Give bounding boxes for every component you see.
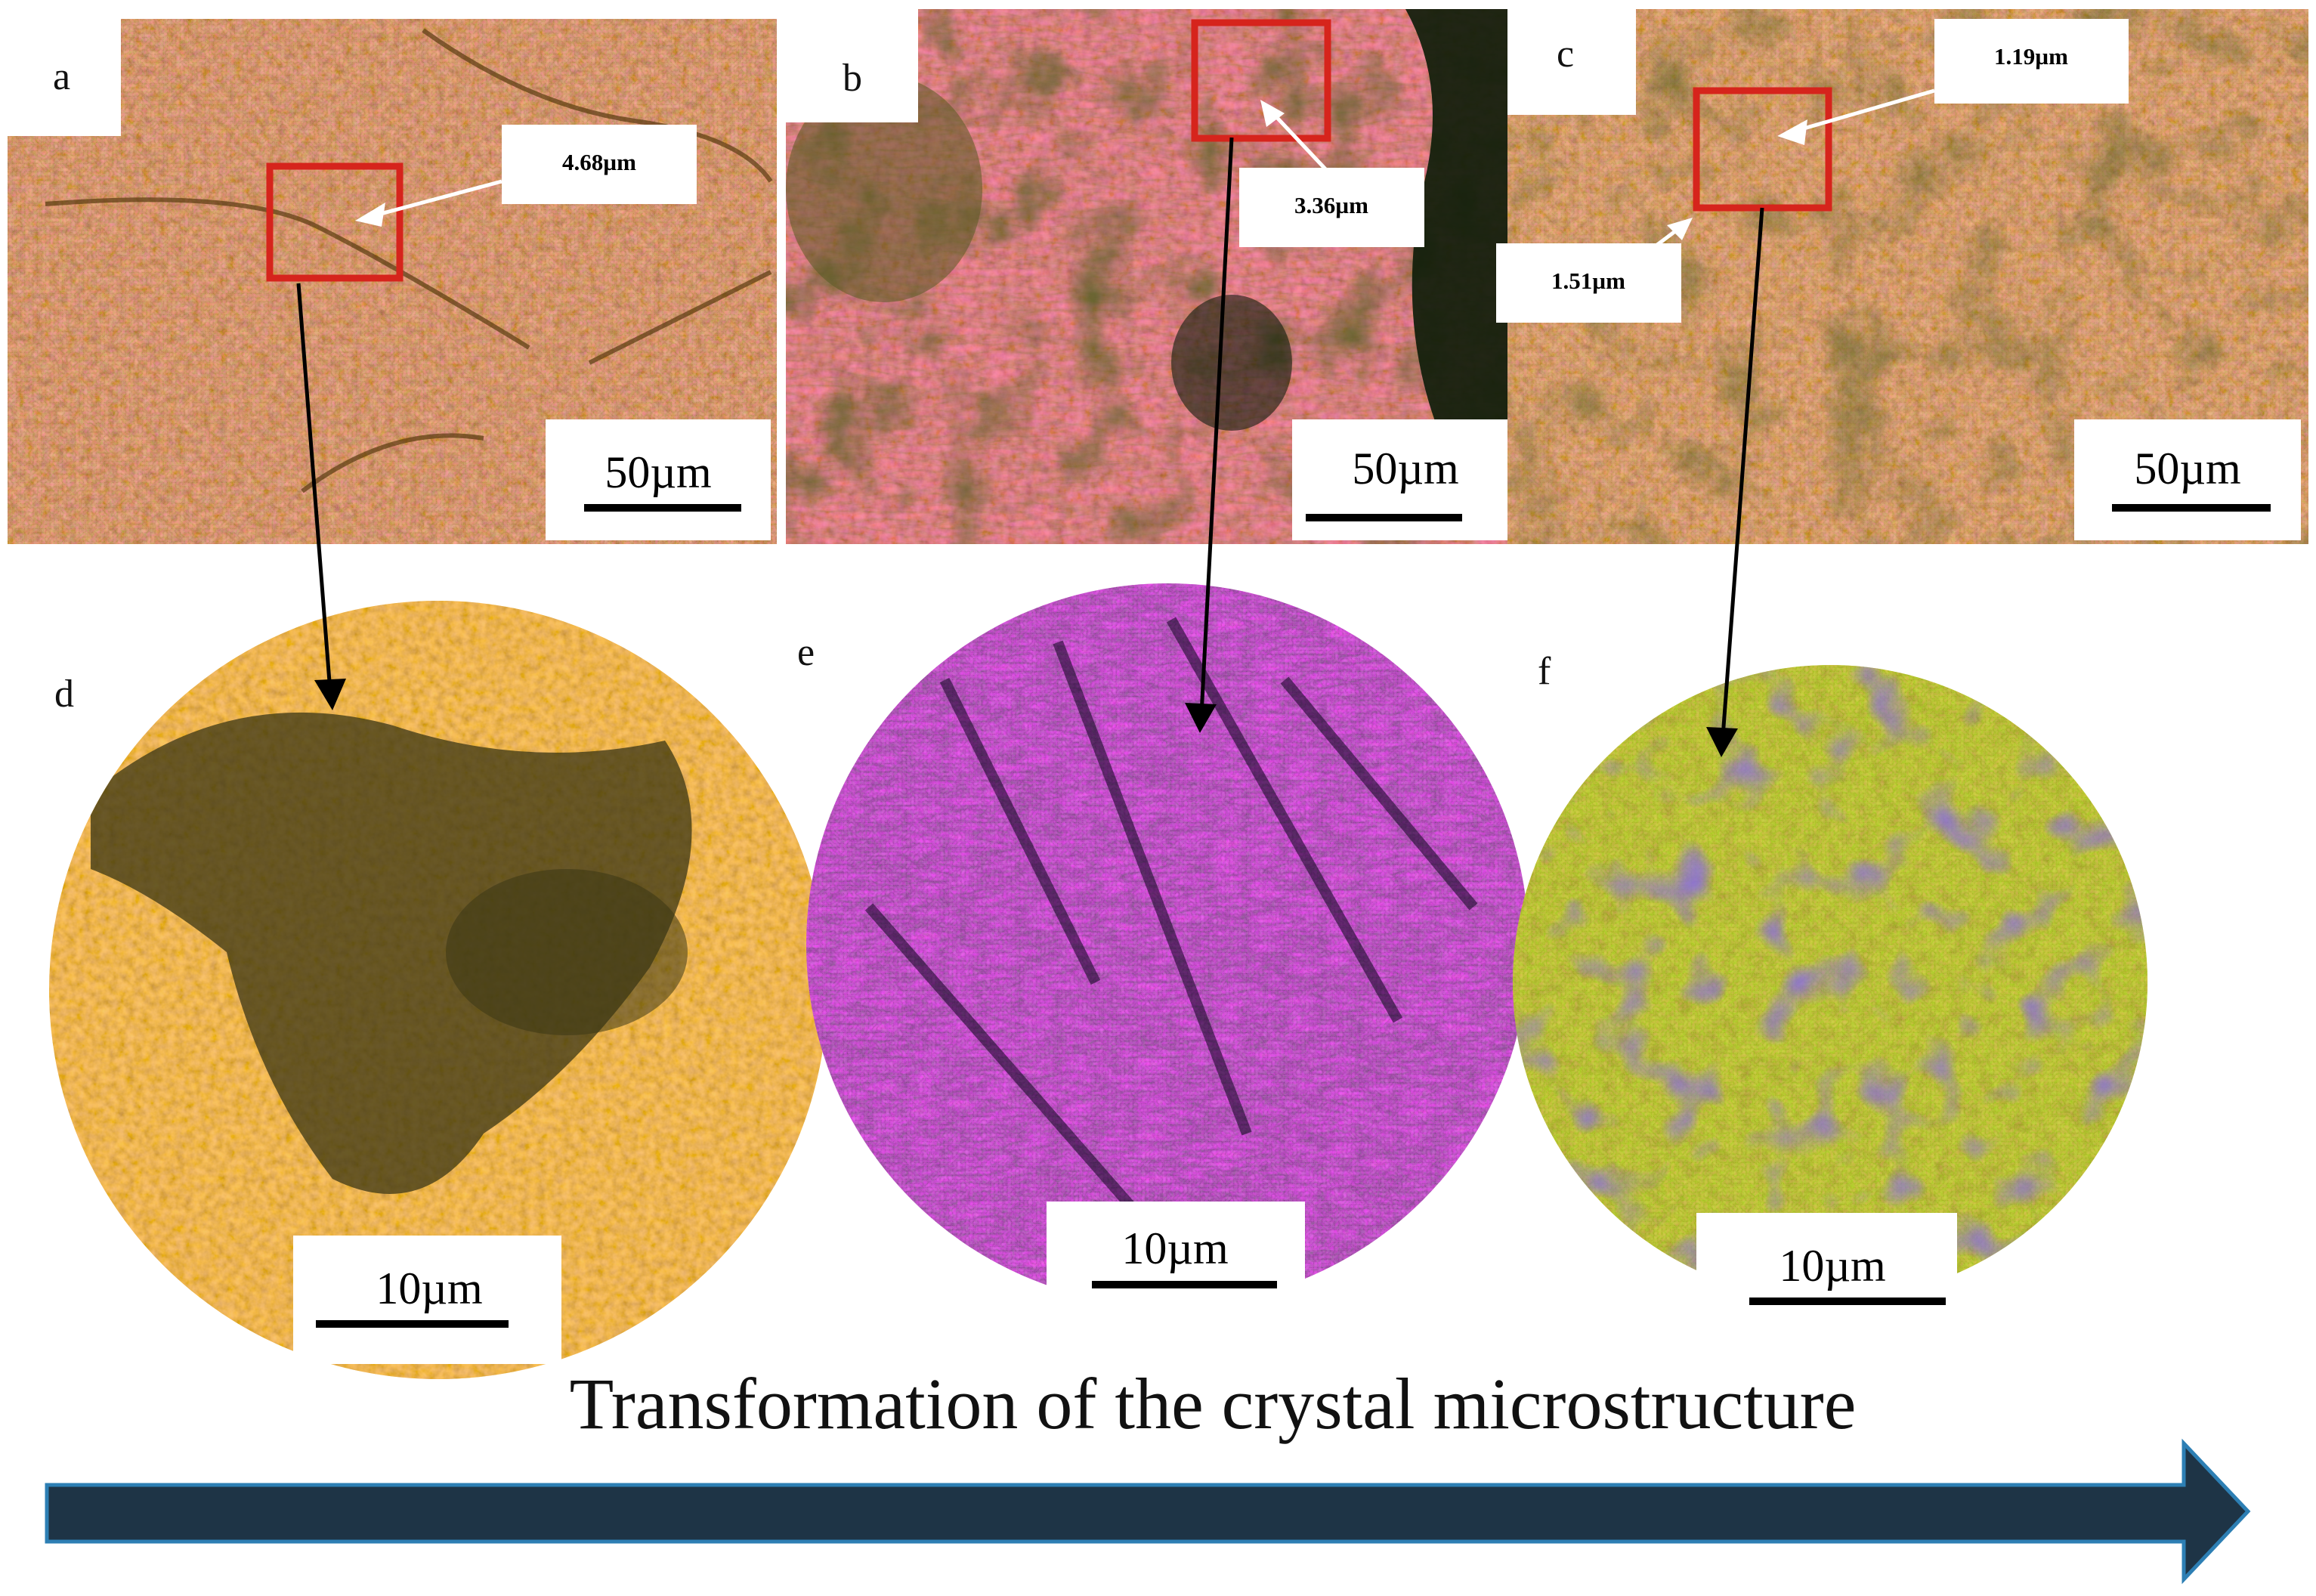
panel-letter-b: b xyxy=(843,57,862,100)
scale-box-a xyxy=(546,419,771,540)
transformation-arrow xyxy=(45,1438,2251,1585)
panel-a: a 4.68µm 50µm xyxy=(8,19,777,544)
panel-letter-box xyxy=(8,19,121,136)
connector-head-c-f xyxy=(1706,727,1738,757)
panel-letter-box xyxy=(1507,9,1636,115)
connector-arrow-b-e xyxy=(1199,137,1234,715)
scale-label-a: 50µm xyxy=(605,447,711,497)
measurement-a: 4.68µm xyxy=(562,149,636,175)
measurement-box-c1 xyxy=(1934,19,2129,104)
pointer-line-c1 xyxy=(1790,88,1935,135)
measurement-b: 3.36µm xyxy=(1294,192,1368,218)
panel-letter-e: e xyxy=(797,631,815,674)
panel-letter-box xyxy=(786,9,918,122)
scale-label-b: 50µm xyxy=(1352,444,1458,493)
connector-arrows xyxy=(296,137,1764,757)
measurement-box-c2 xyxy=(1496,243,1681,323)
scale-box-c xyxy=(2074,419,2301,540)
panel-letter-f: f xyxy=(1538,650,1551,693)
panel-letter-a: a xyxy=(53,55,70,98)
highlight-box-a xyxy=(266,162,404,282)
pointer-line-a xyxy=(366,179,502,220)
scale-box-f xyxy=(1696,1213,1957,1338)
panel-c: c 1.19µm 1.51µm 50µm xyxy=(1496,9,2308,544)
measurement-c1: 1.19µm xyxy=(1994,43,2068,70)
pointer-head-c1 xyxy=(1777,119,1807,145)
caption: Transformation of the crystal microstruc… xyxy=(570,1363,1857,1444)
measurement-box-b xyxy=(1239,168,1424,247)
connector-head-b-e xyxy=(1185,703,1217,733)
panel-d: d 10µm xyxy=(49,601,827,1379)
pointer-head-a xyxy=(355,203,385,227)
highlight-box-b xyxy=(1191,19,1331,142)
panel-e: e 10µm xyxy=(797,583,1529,1326)
pointer-head-b xyxy=(1260,100,1285,127)
scale-label-e: 10µm xyxy=(1121,1223,1228,1273)
scale-label-f: 10µm xyxy=(1779,1241,1885,1291)
panel-b: b 3.36µm 50µm xyxy=(786,9,1519,544)
scale-label-c: 50µm xyxy=(2134,444,2240,493)
panel-letter-c: c xyxy=(1557,32,1574,76)
measurement-c2: 1.51µm xyxy=(1551,268,1625,294)
pointer-head-c2 xyxy=(1667,218,1693,240)
connector-arrow-c-f xyxy=(1721,207,1764,738)
scale-box-e xyxy=(1047,1202,1305,1326)
connector-arrow-a-d xyxy=(296,283,332,692)
pointer-line-b xyxy=(1268,108,1331,175)
scale-box-d xyxy=(293,1236,561,1364)
zoom-circle-e xyxy=(806,583,1529,1306)
measurement-box-a xyxy=(502,125,697,204)
connector-head-a-d xyxy=(314,679,346,710)
panel-f: f 10µm xyxy=(1513,650,2147,1338)
highlight-box-c xyxy=(1693,87,1832,212)
panel-letter-d: d xyxy=(54,673,74,716)
scale-label-d: 10µm xyxy=(376,1264,482,1313)
zoom-circle-f xyxy=(1513,665,2147,1300)
